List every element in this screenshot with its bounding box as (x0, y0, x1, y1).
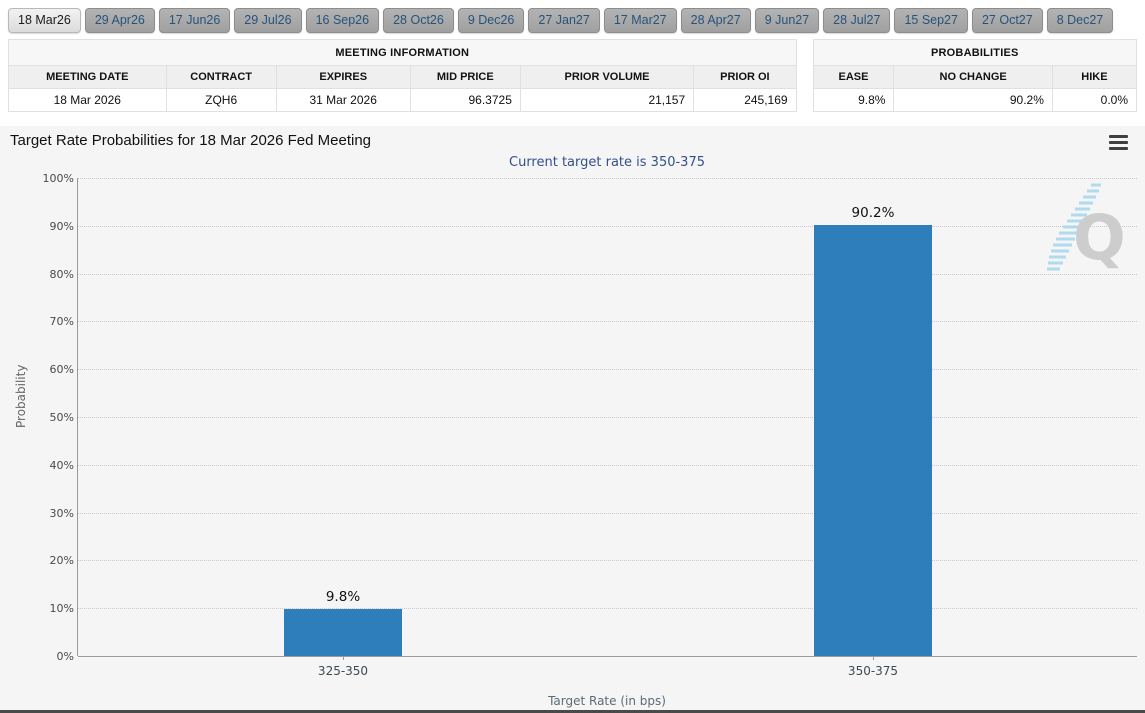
gridline (78, 369, 1137, 371)
no-change-value: 90.2% (893, 88, 1053, 112)
y-tick-label: 100% (42, 172, 74, 185)
gridline (78, 178, 1137, 179)
x-tick-mark (873, 656, 874, 660)
x-axis-line (78, 656, 1137, 657)
meeting-tab-29-jul26[interactable]: 29 Jul26 (234, 8, 302, 33)
meeting-tab-27-oct27[interactable]: 27 Oct27 (971, 8, 1043, 33)
meeting-tab-17-mar27[interactable]: 17 Mar27 (603, 8, 677, 33)
probabilities-header-row: EASE NO CHANGE HIKE (812, 65, 1138, 89)
col-ease: EASE (812, 65, 895, 89)
col-expires: EXPIRES (275, 65, 411, 89)
ease-value: 9.8% (812, 88, 895, 112)
meeting-tab-15-sep27[interactable]: 15 Sep27 (894, 8, 968, 33)
meeting-tab-29-apr26[interactable]: 29 Apr26 (84, 8, 155, 33)
meeting-tab-9-jun27[interactable]: 9 Jun27 (754, 8, 820, 33)
target-rate-chart-panel: Target Rate Probabilities for 18 Mar 202… (0, 126, 1145, 710)
y-tick-label: 70% (49, 315, 74, 329)
y-tick-label: 10% (49, 602, 74, 616)
col-prior-volume: PRIOR VOLUME (519, 65, 695, 89)
y-tick-label: 50% (49, 411, 74, 424)
y-axis-title: Probability (14, 364, 28, 428)
expires-value: 31 Mar 2026 (275, 88, 411, 112)
chart-subtitle: Current target rate is 350-375 (509, 155, 705, 170)
meeting-tab-28-oct26[interactable]: 28 Oct26 (383, 8, 454, 33)
gridline (78, 512, 1137, 514)
meeting-tab-17-jun26[interactable]: 17 Jun26 (158, 8, 231, 33)
gridline (78, 225, 1137, 227)
mid-price-value: 96.3725 (409, 88, 521, 112)
summary-tables-row: MEETING INFORMATION MEETING DATE CONTRAC… (0, 39, 1145, 112)
gridline (78, 273, 1137, 275)
x-tick-mark (343, 656, 344, 660)
meeting-information-data-row: 18 Mar 2026 ZQH6 31 Mar 2026 96.3725 21,… (8, 88, 797, 112)
meeting-tab-28-jul27[interactable]: 28 Jul27 (823, 8, 891, 33)
bottom-edge-divider (0, 710, 1145, 713)
hamburger-menu-icon[interactable] (1109, 135, 1128, 153)
meeting-tab-28-apr27[interactable]: 28 Apr27 (680, 8, 751, 33)
x-tick-label: 325-350 (317, 664, 369, 678)
y-tick-label: 60% (49, 363, 74, 377)
prior-volume-value: 21,157 (519, 88, 695, 112)
x-axis-title: Target Rate (in bps) (548, 694, 666, 708)
y-tick-label: 80% (49, 267, 74, 281)
probabilities-table: PROBABILITIES EASE NO CHANGE HIKE 9.8% 9… (812, 39, 1138, 112)
col-no-change: NO CHANGE (893, 65, 1053, 89)
gridline (78, 560, 1137, 562)
meeting-date-value: 18 Mar 2026 (8, 88, 167, 112)
probability-bar-350-375[interactable] (814, 224, 932, 656)
meeting-information-header-row: MEETING DATE CONTRACT EXPIRES MID PRICE … (8, 65, 797, 89)
gridline (78, 417, 1137, 418)
meeting-information-table: MEETING INFORMATION MEETING DATE CONTRAC… (8, 39, 797, 112)
meeting-tab-18-mar26[interactable]: 18 Mar26 (8, 8, 81, 33)
bar-chart-plot-area: 0% 10% 20% 30% 40% 50% 60% 70% 80% 90% 100% 9.8% 325… (43, 172, 1137, 678)
gridline (78, 608, 1137, 610)
gridline (78, 464, 1137, 466)
y-tick-label: 90% (49, 219, 74, 233)
meeting-tab-16-sep26[interactable]: 16 Sep26 (305, 8, 380, 33)
contract-value: ZQH6 (165, 88, 277, 112)
gridline (78, 321, 1137, 323)
y-tick-label: 0% (56, 650, 74, 663)
y-tick-label: 40% (49, 458, 74, 472)
probabilities-data-row: 9.8% 90.2% 0.0% (812, 88, 1138, 112)
col-contract: CONTRACT (165, 65, 277, 89)
meeting-tab-27-jan27[interactable]: 27 Jan27 (528, 8, 600, 33)
x-tick-label: 350-375 (847, 664, 899, 678)
meeting-tab-8-dec27[interactable]: 8 Dec27 (1046, 8, 1114, 33)
probability-bar-325-350[interactable] (284, 609, 402, 656)
bar-value-label: 9.8% (325, 589, 361, 606)
y-tick-label: 30% (49, 506, 74, 520)
col-prior-oi: PRIOR OI (693, 65, 797, 89)
y-tick-label: 20% (49, 554, 74, 568)
meeting-tab-9-dec26[interactable]: 9 Dec26 (457, 8, 525, 33)
probabilities-title: PROBABILITIES (812, 39, 1138, 66)
col-hike: HIKE (1051, 65, 1138, 89)
bar-value-label: 90.2% (851, 204, 895, 221)
meeting-information-title: MEETING INFORMATION (8, 39, 797, 66)
prior-oi-value: 245,169 (693, 88, 797, 112)
chart-title: Target Rate Probabilities for 18 Mar 202… (10, 132, 372, 149)
meeting-tab-bar: 18 Mar26 29 Apr26 17 Jun26 29 Jul26 16 Sep26… (0, 0, 1145, 39)
hike-value: 0.0% (1051, 88, 1138, 112)
col-meeting-date: MEETING DATE (8, 65, 167, 89)
col-mid-price: MID PRICE (409, 65, 521, 89)
